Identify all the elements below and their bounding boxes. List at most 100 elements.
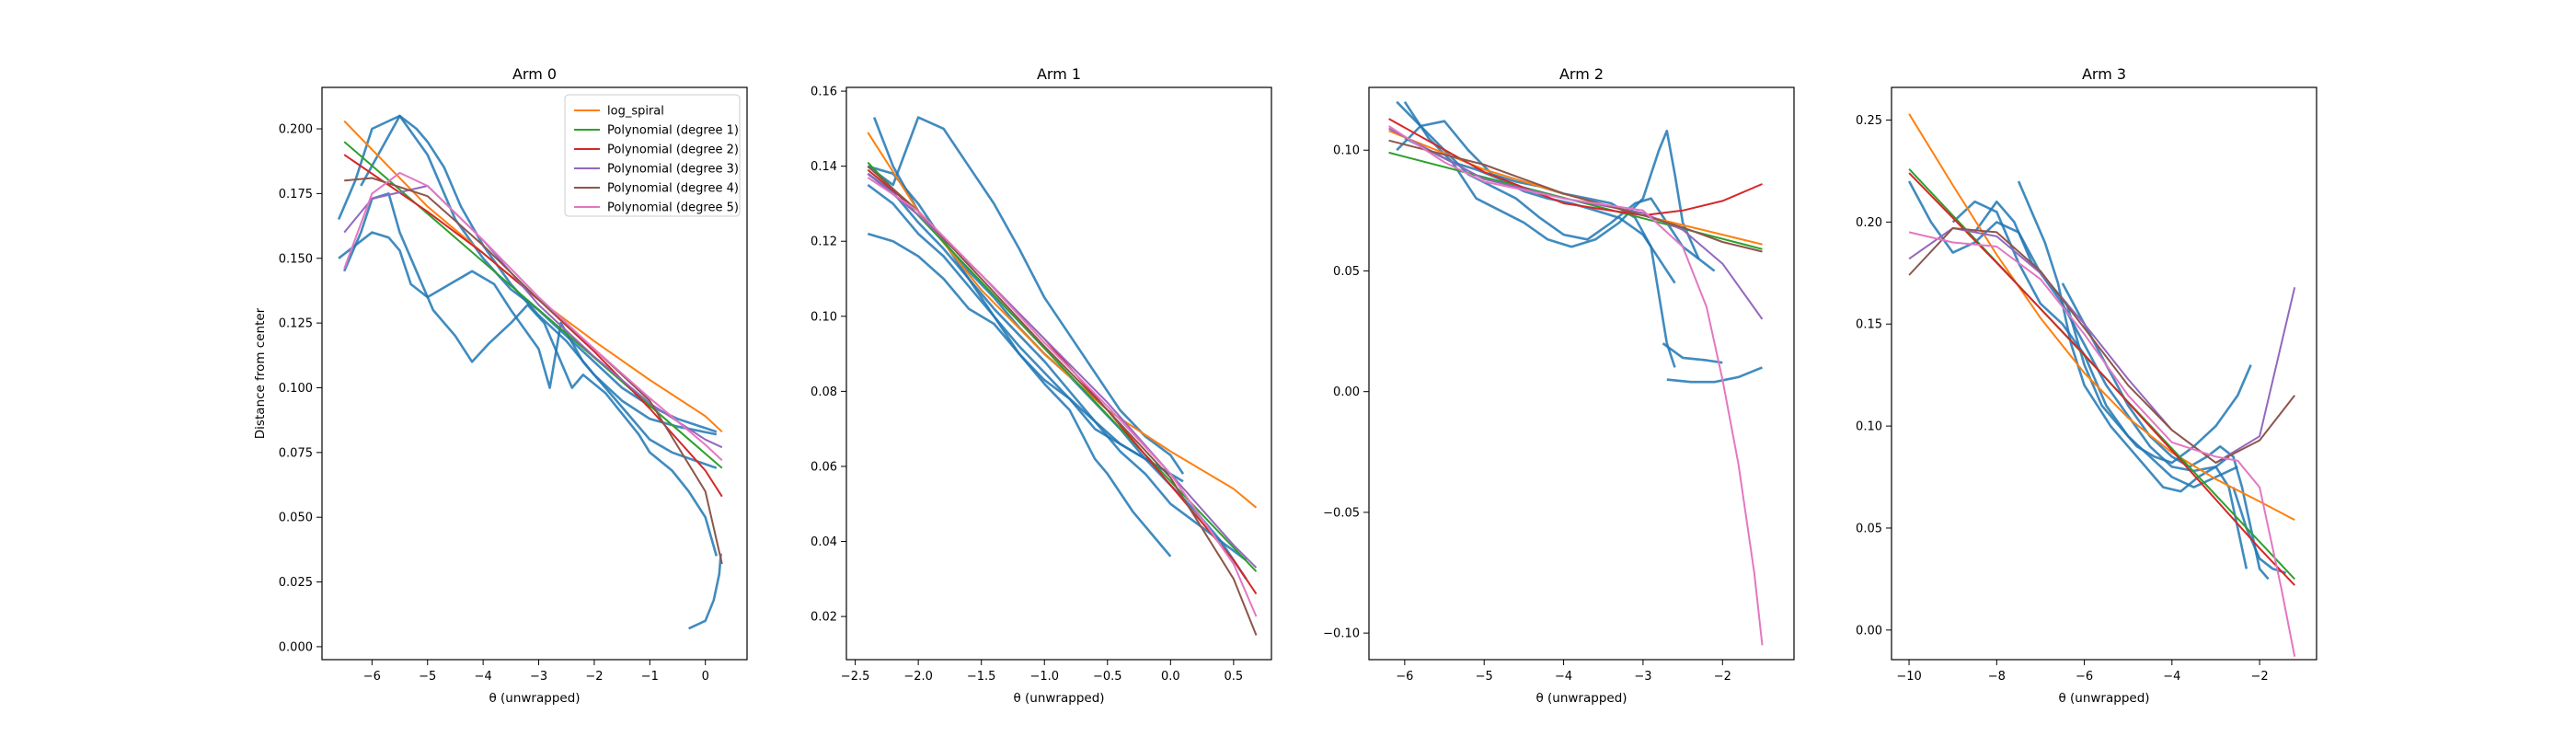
y-tick-label: 0.10	[1856, 420, 1882, 434]
fit-line	[1908, 113, 2295, 521]
plot-area	[1388, 100, 1764, 646]
legend-entry: log_spiral	[607, 105, 664, 119]
x-axis-label: θ (unwrapped)	[1535, 691, 1627, 706]
y-tick-label: 0.14	[811, 160, 837, 174]
y-tick-label: 0.00	[1856, 624, 1882, 638]
fit-line	[1388, 125, 1764, 646]
subplot-0: −6 −5 −4 −3 −2 −1 0 0.000 0.025 0.050 0.075 0.100 0.…	[253, 65, 748, 706]
x-tick-label: −6	[363, 670, 381, 684]
axes-frame	[321, 86, 748, 661]
y-tick-label: 0.20	[1856, 216, 1882, 230]
axes-frame	[1368, 86, 1795, 661]
x-tick-label: 0.5	[1225, 670, 1244, 684]
data-trace	[1973, 200, 2252, 465]
x-tick-label: −4	[2163, 670, 2180, 684]
y-tick-label: 0.25	[1856, 114, 1882, 128]
data-trace	[343, 192, 719, 557]
x-tick-label: −2.0	[903, 670, 933, 684]
data-trace	[688, 553, 722, 630]
legend: log_spiral Polynomial (degree 1) Polynomia…	[564, 94, 741, 217]
x-tick-label: −5	[1476, 670, 1493, 684]
y-tick-label: 0.05	[1856, 522, 1882, 535]
x-tick-label: −1.0	[1029, 670, 1059, 684]
y-tick-label: −0.10	[1323, 627, 1360, 641]
y-tick-label: 0.200	[279, 123, 313, 137]
plot-area	[337, 114, 723, 630]
fit-line	[867, 173, 1258, 569]
subplot-3: −10 −8 −6 −4 −2 0.00 0.05 0.10 0.15 0.20 0.25 Arm 3…	[1856, 65, 2317, 706]
y-tick-label: 0.00	[1333, 385, 1360, 399]
fit-line	[343, 154, 723, 498]
plot-area	[867, 116, 1258, 636]
data-trace	[1666, 366, 1763, 384]
axes-frame	[1891, 86, 2317, 661]
legend-entry: Polynomial (degree 5)	[607, 201, 739, 215]
legend-entry: Polynomial (degree 1)	[607, 124, 739, 138]
y-tick-label: 0.02	[811, 611, 837, 625]
fit-line	[1388, 139, 1763, 253]
fit-line	[343, 171, 723, 462]
data-trace	[2017, 180, 2248, 569]
plot-area	[1907, 113, 2296, 657]
subplot-title: Arm 2	[1559, 65, 1604, 83]
x-tick-label: −8	[1988, 670, 2006, 684]
y-tick-label: 0.05	[1333, 265, 1360, 279]
fit-line	[867, 132, 1258, 509]
subplot-1: −2.5 −2.0 −1.5 −1.0 −0.5 0.0 0.5 0.02 0.04 0.06 0.…	[811, 65, 1272, 706]
subplot-title: Arm 1	[1037, 65, 1081, 83]
x-tick-label: −2	[585, 670, 603, 684]
y-axis-label: Distance from center	[253, 307, 268, 439]
fit-line	[1908, 227, 2296, 464]
y-tick-label: 0.06	[811, 460, 837, 474]
data-trace	[2061, 282, 2270, 581]
x-axis-label: θ (unwrapped)	[1013, 691, 1104, 706]
legend-box	[564, 94, 741, 217]
y-tick-label: 0.075	[279, 446, 313, 460]
fit-line	[1908, 172, 2295, 586]
data-trace	[867, 172, 1172, 558]
y-tick-label: 0.12	[811, 236, 837, 249]
fit-line	[344, 177, 723, 565]
y-tick-label: 0.125	[279, 317, 313, 331]
x-axis-label: θ (unwrapped)	[2058, 691, 2149, 706]
fit-line	[1908, 227, 2295, 464]
x-tick-label: −1.5	[967, 670, 996, 684]
subplot-title: Arm 0	[512, 65, 557, 83]
fit-line	[1388, 127, 1764, 320]
x-tick-label: −2	[2250, 670, 2268, 684]
x-tick-label: −3	[530, 670, 547, 684]
y-tick-label: 0.175	[279, 188, 313, 201]
legend-entry: Polynomial (degree 3)	[607, 163, 739, 177]
x-tick-label: −4	[475, 670, 492, 684]
fit-line	[1388, 130, 1763, 246]
y-tick-label: 0.10	[811, 310, 837, 324]
fit-line	[867, 161, 1258, 572]
legend-entry: Polynomial (degree 4)	[607, 182, 739, 196]
x-tick-label: −10	[1896, 670, 1921, 684]
y-tick-label: 0.050	[279, 512, 313, 525]
data-trace	[867, 116, 1185, 475]
y-tick-label: 0.10	[1333, 144, 1360, 158]
y-tick-label: 0.000	[279, 640, 313, 654]
x-tick-label: −4	[1555, 670, 1572, 684]
data-trace	[867, 183, 1248, 561]
data-trace	[1907, 180, 2230, 473]
x-tick-label: −3	[1634, 670, 1651, 684]
x-tick-label: −2.5	[841, 670, 870, 684]
y-tick-label: 0.100	[279, 382, 313, 396]
legend-entry: Polynomial (degree 2)	[607, 144, 739, 157]
data-trace	[338, 231, 718, 469]
y-tick-label: 0.15	[1856, 318, 1882, 332]
x-tick-label: −5	[419, 670, 436, 684]
y-tick-label: 0.04	[811, 535, 837, 549]
x-axis-label: θ (unwrapped)	[489, 691, 580, 706]
x-tick-label: −0.5	[1093, 670, 1122, 684]
data-trace	[1951, 200, 2238, 489]
x-tick-label: 0	[702, 670, 709, 684]
y-tick-label: 0.025	[279, 576, 313, 590]
fit-line	[343, 120, 723, 433]
y-tick-label: 0.16	[811, 86, 837, 99]
x-tick-label: −6	[2076, 670, 2093, 684]
axes-frame	[845, 86, 1272, 661]
